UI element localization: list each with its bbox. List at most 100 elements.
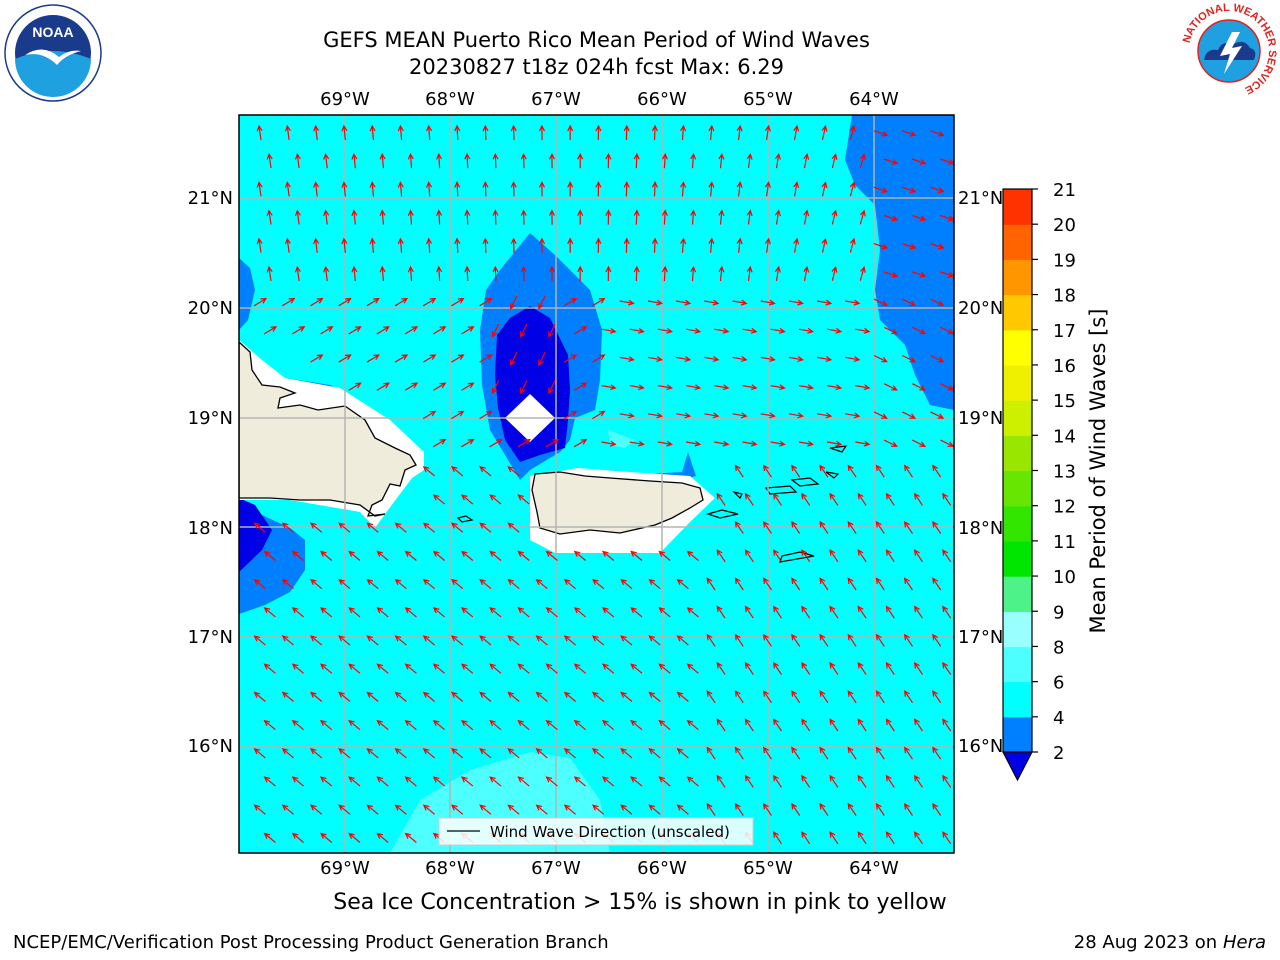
colorbar-tick-label: 14 — [1053, 426, 1076, 447]
wind-wave-arrow — [651, 124, 658, 141]
lat-label: 18°N — [188, 518, 233, 539]
wind-wave-arrow — [592, 354, 606, 363]
wind-wave-arrow — [404, 326, 419, 335]
wind-wave-arrow — [510, 124, 517, 141]
lat-label: 16°N — [958, 736, 1003, 757]
wind-wave-arrow — [633, 209, 640, 225]
wind-wave-arrow — [680, 181, 687, 197]
wind-wave-arrow — [491, 323, 500, 338]
wind-wave-arrow — [309, 804, 323, 815]
wind-wave-arrow — [545, 438, 560, 448]
sea-ice-caption: Sea Ice Concentration > 15% is shown in … — [333, 890, 947, 915]
colorbar-segment — [1003, 294, 1032, 331]
wind-wave-arrow — [803, 152, 810, 169]
wind-wave-arrow — [309, 522, 323, 533]
footer-date: 28 Aug 2023 on Hera — [1074, 932, 1266, 953]
wind-wave-arrow — [482, 237, 489, 253]
wind-wave-arrow — [847, 464, 857, 478]
wind-wave-arrow — [912, 326, 927, 335]
wind-wave-arrow — [942, 831, 952, 845]
wind-wave-arrow — [801, 549, 811, 563]
colorbar-segment — [1003, 400, 1032, 436]
wind-wave-arrow — [432, 607, 445, 618]
wind-wave-arrow — [883, 383, 898, 391]
wind-wave-arrow — [366, 522, 379, 533]
wind-wave-arrow — [376, 832, 389, 843]
wind-wave-arrow — [432, 776, 445, 787]
wind-wave-arrow — [366, 635, 379, 646]
wind-wave-arrow — [507, 691, 520, 702]
wind-wave-arrow — [284, 124, 291, 140]
wind-wave-arrow — [772, 718, 782, 732]
wind-wave-arrow — [744, 718, 754, 732]
wind-wave-arrow — [686, 776, 699, 787]
wind-wave-arrow — [816, 299, 833, 306]
wind-wave-arrow — [742, 327, 758, 334]
wind-wave-arrow — [348, 719, 361, 731]
wind-wave-arrow — [762, 746, 772, 760]
colorbar-segment — [1003, 611, 1032, 648]
wind-wave-arrow — [857, 831, 867, 845]
wind-wave-arrow — [930, 243, 945, 250]
wind-wave-arrow — [573, 550, 586, 561]
colorbar-segment — [1003, 364, 1032, 401]
wind-wave-arrow — [734, 802, 744, 816]
wind-wave-arrow — [816, 412, 833, 419]
wind-wave-arrow — [901, 130, 917, 137]
wind-wave-arrow — [903, 802, 913, 816]
wind-wave-arrow — [567, 124, 574, 140]
wind-wave-arrow — [520, 323, 528, 338]
wind-wave-arrow — [873, 411, 888, 419]
wind-wave-arrow — [517, 438, 531, 448]
wind-wave-arrow — [538, 237, 546, 253]
wind-wave-arrow — [404, 607, 417, 618]
wind-wave-arrow — [855, 440, 871, 447]
wind-wave-arrow — [479, 804, 492, 815]
wind-wave-arrow — [680, 237, 687, 253]
wind-wave-arrow — [338, 748, 351, 759]
wind-wave-arrow — [320, 326, 334, 335]
wind-wave-arrow — [942, 718, 952, 732]
colorbar-segment — [1003, 189, 1032, 225]
wind-wave-arrow — [489, 776, 502, 787]
wind-wave-arrow — [545, 719, 558, 731]
wind-wave-arrow — [803, 209, 810, 225]
wind-wave-arrow — [461, 382, 475, 391]
wind-wave-arrow — [338, 578, 351, 590]
wind-wave-arrow — [538, 124, 546, 141]
lat-label: 20°N — [188, 298, 233, 319]
wind-wave-arrow — [338, 635, 351, 646]
wind-wave-arrow — [450, 691, 464, 702]
wind-wave-arrow — [630, 776, 643, 787]
wind-wave-arrow — [460, 494, 474, 505]
wind-wave-arrow — [563, 410, 578, 420]
colorbar-tick-label: 2 — [1053, 743, 1064, 764]
wind-wave-arrow — [432, 663, 445, 674]
wind-wave-arrow — [461, 438, 475, 448]
wind-wave-arrow — [791, 577, 801, 591]
wind-wave-arrow — [379, 265, 386, 282]
wind-wave-arrow — [563, 578, 576, 590]
wind-wave-arrow — [520, 152, 527, 169]
colorbar-segment — [1003, 716, 1032, 753]
wind-wave-arrow — [601, 327, 617, 334]
wind-wave-arrow — [913, 605, 923, 619]
wind-wave-arrow — [548, 380, 556, 395]
lat-label: 21°N — [958, 188, 1003, 209]
wind-wave-arrow — [548, 209, 556, 225]
wind-wave-arrow — [819, 746, 829, 760]
wind-wave-arrow — [591, 748, 605, 759]
wind-wave-arrow — [932, 633, 942, 647]
wind-wave-arrow — [912, 439, 927, 447]
legend-label: Wind Wave Direction (unscaled) — [490, 823, 730, 841]
colorbar-tick-label: 18 — [1053, 286, 1076, 307]
wind-wave-arrow — [376, 326, 390, 335]
ocean-2-4s-region-east — [845, 115, 954, 410]
wind-wave-arrow — [591, 691, 605, 702]
wind-wave-arrow — [281, 635, 294, 646]
wind-wave-arrow — [394, 578, 407, 590]
wind-wave-arrow — [744, 492, 754, 506]
colorbar-segment — [1003, 259, 1032, 296]
wind-wave-arrow — [791, 690, 801, 704]
wind-wave-arrow — [829, 492, 839, 506]
